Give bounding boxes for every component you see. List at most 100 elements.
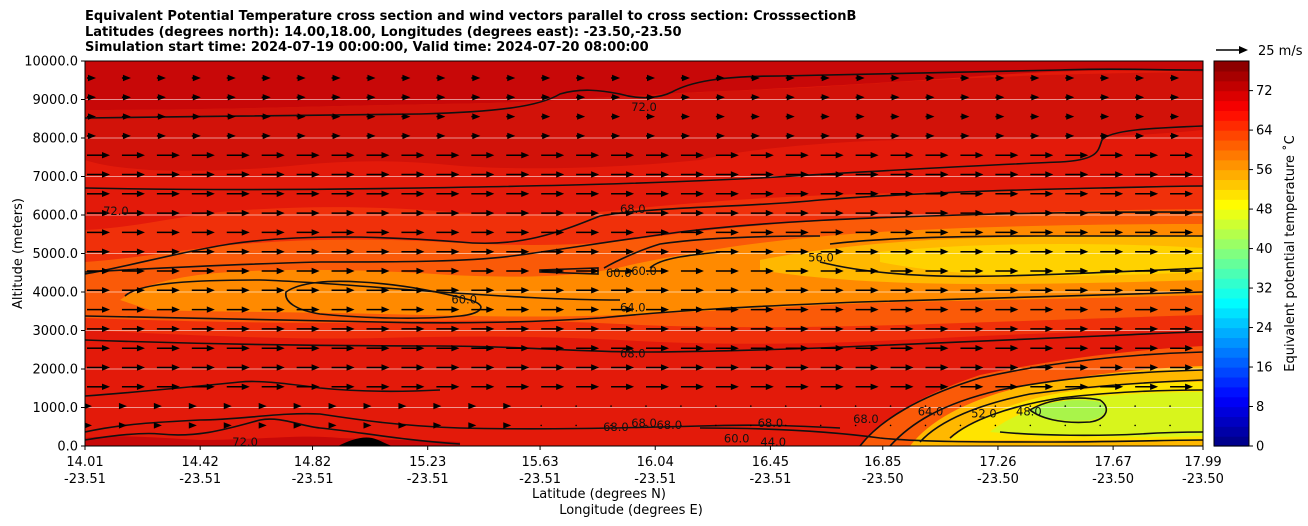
- y-tick-label-4: 4000.0: [33, 286, 79, 301]
- wind-arrow: [715, 113, 725, 120]
- wind-arrow: [258, 402, 267, 410]
- wind-arrow: [1029, 405, 1032, 407]
- wind-arrow: [261, 287, 285, 294]
- wind-arrow: [1100, 306, 1124, 313]
- wind-arrow-head: [521, 229, 530, 236]
- wind-arrow: [715, 405, 717, 407]
- wind-arrow-head: [695, 306, 704, 313]
- wind-arrow-dot: [959, 424, 962, 427]
- wind-arrow: [960, 171, 984, 178]
- wind-arrow-head: [751, 74, 760, 82]
- wind-arrow: [750, 405, 752, 407]
- wind-arrow-head: [870, 152, 879, 159]
- wind-arrow: [471, 171, 495, 178]
- wind-arrow: [750, 345, 774, 352]
- wind-arrow: [121, 113, 131, 120]
- wind-arrow-dot: [645, 424, 647, 427]
- wind-arrow: [366, 132, 376, 140]
- wind-arrow-head: [891, 94, 900, 101]
- wind-arrow-head: [262, 132, 271, 140]
- x-axis-label-longitude: Longitude (degrees E): [559, 503, 703, 518]
- wind-arrow: [576, 267, 600, 275]
- wind-arrow: [784, 424, 787, 427]
- wind-reference: 25 m/s: [1216, 44, 1303, 59]
- wind-arrow-head: [661, 229, 669, 236]
- colorbar-band: [1214, 90, 1249, 102]
- wind-arrow-dot: [610, 424, 612, 427]
- colorbar-band: [1214, 367, 1249, 378]
- wind-arrow-head: [122, 113, 131, 120]
- wind-arrow: [121, 345, 145, 352]
- wind-arrow: [1100, 209, 1124, 217]
- wind-arrow-head: [695, 325, 704, 333]
- wind-arrow-head: [486, 364, 495, 371]
- wind-arrow: [401, 94, 411, 101]
- wind-arrow-head: [451, 171, 460, 178]
- wind-arrow: [296, 345, 320, 352]
- wind-arrow-head: [136, 287, 145, 294]
- wind-arrow: [506, 306, 530, 313]
- wind-arrow-head: [730, 267, 739, 275]
- x-axis: 14.01 -23.51 14.42 -23.51 14.82 -23.51 15.23 -2…: [64, 446, 1224, 487]
- wind-arrow: [156, 306, 180, 313]
- wind-arrow-head: [961, 132, 970, 140]
- wind-arrow: [680, 405, 682, 407]
- wind-arrow-head: [521, 325, 530, 333]
- wind-arrow: [296, 248, 320, 255]
- colorbar-band: [1214, 209, 1249, 220]
- wind-arrow-head: [521, 306, 530, 313]
- wind-arrow: [715, 132, 725, 140]
- wind-arrow: [87, 94, 96, 101]
- wind-arrow-dot: [889, 405, 892, 407]
- wind-arrow-head: [332, 74, 341, 82]
- wind-arrow-head: [870, 171, 879, 178]
- wind-arrow-head: [1080, 267, 1089, 275]
- wind-arrow: [820, 383, 844, 390]
- wind-arrow-head: [451, 383, 460, 390]
- wind-arrow: [156, 113, 166, 120]
- wind-arrow-head: [591, 364, 600, 371]
- colorbar-band: [1214, 149, 1249, 161]
- wind-arrow-head: [468, 422, 477, 429]
- wind-arrow: [750, 229, 774, 236]
- wind-arrow-head: [346, 267, 355, 275]
- wind-arrow-head: [451, 287, 460, 294]
- wind-arrow-head: [1136, 132, 1145, 140]
- wind-arrow-head: [591, 287, 600, 294]
- wind-arrow-head: [102, 287, 110, 294]
- wind-arrow: [1030, 229, 1054, 236]
- x-tick-label-lat-2: 14.82: [294, 455, 331, 470]
- wind-arrow: [995, 132, 1005, 140]
- wind-arrow: [261, 171, 285, 178]
- wind-arrow-head: [800, 306, 809, 313]
- wind-arrow: [1135, 152, 1159, 159]
- wind-arrow-head: [1115, 287, 1124, 294]
- wind-arrow: [191, 287, 215, 294]
- wind-arrow: [433, 422, 442, 429]
- wind-arrow-head: [905, 383, 914, 390]
- wind-arrow: [191, 209, 215, 217]
- wind-arrow: [680, 152, 704, 159]
- contour-label-2: 72.0: [232, 435, 258, 449]
- wind-arrow: [118, 402, 127, 410]
- y-tick-label-3: 3000.0: [33, 324, 79, 339]
- wind-arrow-head: [171, 267, 180, 275]
- wind-arrow: [331, 171, 355, 178]
- wind-arrow: [820, 94, 830, 101]
- wind-arrow: [121, 152, 145, 159]
- wind-arrow: [576, 132, 586, 140]
- wind-arrow: [1135, 364, 1159, 371]
- wind-arrow-head: [1115, 152, 1124, 159]
- wind-arrow: [541, 364, 565, 371]
- wind-arrow: [646, 171, 669, 178]
- contour-60-low: [889, 369, 1203, 446]
- wind-arrow: [680, 364, 704, 371]
- wind-arrow: [1169, 405, 1171, 407]
- wind-arrow: [401, 209, 425, 217]
- wind-arrow-dot: [715, 405, 717, 407]
- wind-arrow-head: [1150, 267, 1159, 275]
- wind-arrow-head: [416, 345, 425, 352]
- contour-label-9: 68.0: [631, 416, 657, 430]
- wind-arrow: [191, 229, 215, 236]
- wind-arrow: [1065, 152, 1089, 159]
